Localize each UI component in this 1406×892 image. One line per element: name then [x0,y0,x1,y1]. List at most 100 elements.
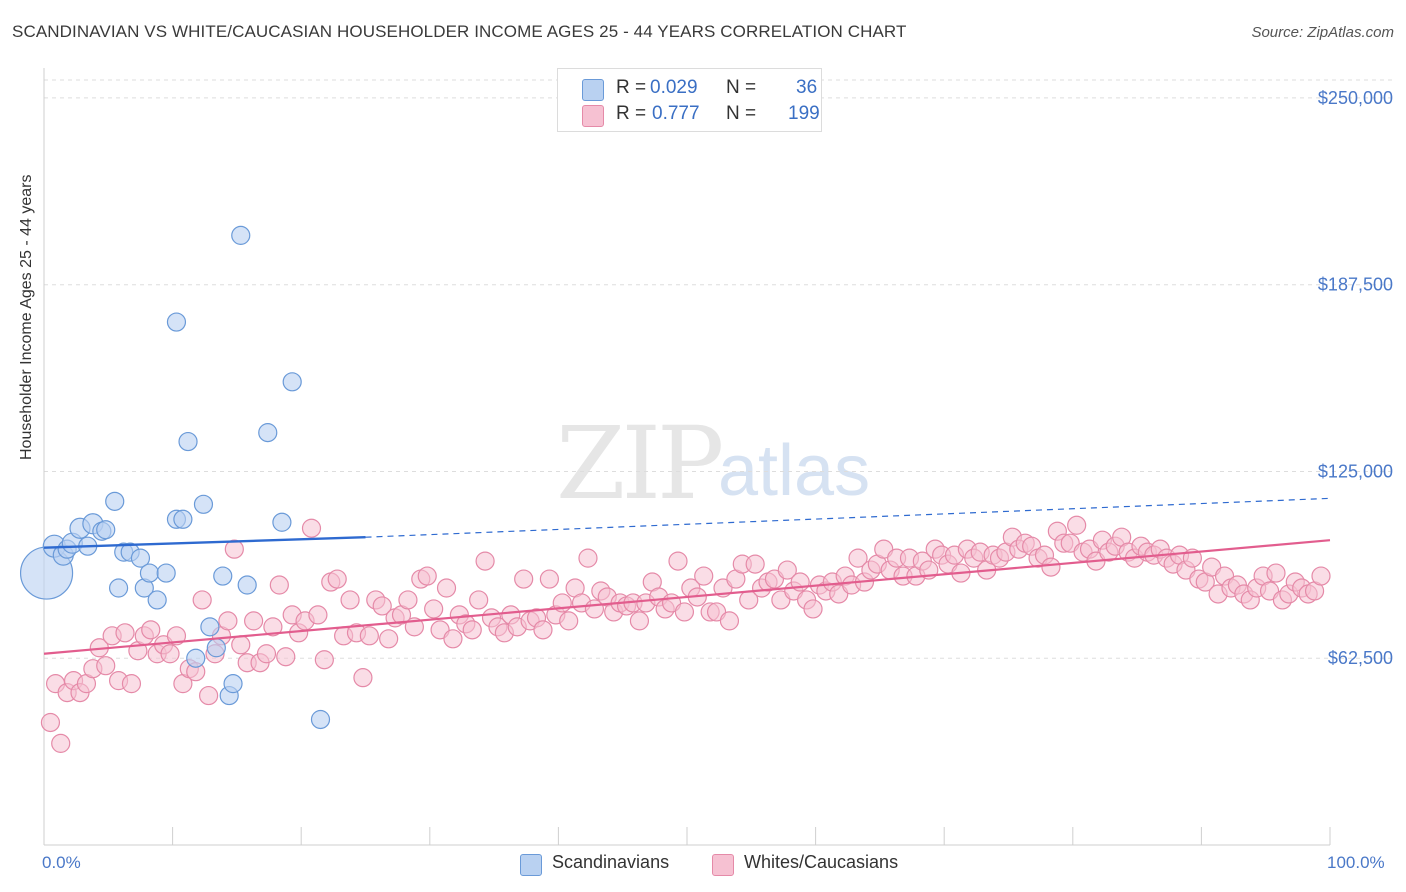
data-point-whites [96,656,116,676]
data-point-whites [694,566,714,586]
data-point-whites [231,635,251,655]
data-point-whites [269,575,289,595]
data-point-whites [308,605,328,625]
data-point-scandinavians [178,431,198,452]
trendline-scandinavians-extension [365,497,1331,538]
n-value: 199 [788,103,820,124]
legend-swatch-blue [582,79,604,101]
data-point-whites [469,590,489,610]
data-point-whites [436,578,457,598]
data-point-whites [340,590,360,610]
r-value: 0.029 [650,77,698,98]
data-point-whites [256,644,277,664]
y-axis-label: Householder Income Ages 25 - 44 years [18,174,35,461]
data-point-whites [218,611,238,631]
legend-swatch-pink [712,854,734,876]
r-value: 0.777 [652,103,700,124]
legend-label: Scandinavians [552,852,670,872]
n-label: N = [726,103,757,124]
data-point-whites [192,590,212,610]
data-point-scandinavians [193,494,214,514]
data-point-whites [417,566,437,586]
y-tick-label: $62,500 [1328,648,1393,668]
data-point-whites [115,623,135,643]
data-point-whites [1266,563,1286,583]
n-value: 36 [796,77,818,98]
watermark-zip: ZIP [556,405,724,522]
y-tick-label: $250,000 [1318,88,1393,108]
data-point-whites [668,551,688,571]
data-point-whites [40,712,61,733]
data-point-whites [1311,566,1331,586]
y-tick-label: $125,000 [1318,461,1393,481]
data-point-whites [719,611,740,631]
legend-swatch-blue [520,854,542,876]
x-tick-min: 0.0% [42,853,81,872]
data-point-whites [359,626,379,646]
legend-label: Whites/Caucasians [744,852,899,872]
data-point-whites [674,602,695,622]
data-point-whites [141,620,161,640]
data-point-whites [121,674,142,694]
data-point-whites [372,596,392,616]
data-point-whites [224,539,244,559]
data-point-scandinavians [108,578,129,598]
data-point-whites [51,733,71,753]
r-label: R = [616,77,647,98]
data-point-scandinavians [213,566,233,586]
data-point-whites [166,626,187,646]
data-point-whites [379,629,399,649]
data-point-scandinavians [258,423,278,443]
data-point-whites [263,617,283,637]
data-point-whites [160,644,180,664]
data-point-whites [514,569,534,589]
data-point-scandinavians [231,225,251,245]
data-point-whites [803,599,823,619]
data-point-scandinavians [147,590,167,610]
data-point-scandinavians [130,548,151,568]
data-point-whites [424,599,444,619]
data-point-whites [1041,557,1061,577]
r-label: R = [616,103,647,124]
data-point-scandinavians [272,512,292,532]
data-point-whites [314,650,334,670]
data-point-whites [353,668,373,688]
data-point-whites [777,560,797,580]
data-point-scandinavians [166,312,187,332]
data-point-whites [559,611,579,631]
legend-swatch-pink [582,105,604,127]
data-point-scandinavians [173,509,193,529]
chart-title: SCANDINAVIAN VS WHITE/CAUCASIAN HOUSEHOL… [12,22,907,41]
data-point-whites [539,569,559,589]
x-tick-max: 100.0% [1327,853,1385,872]
data-point-whites [327,569,347,589]
data-point-whites [533,620,553,640]
data-point-scandinavians [139,563,160,583]
data-point-scandinavians [223,674,243,694]
data-point-whites [629,611,650,631]
data-point-whites [301,518,322,538]
trendline-whites [43,539,1331,655]
trendline-scandinavians [43,536,366,549]
data-point-scandinavians [200,617,220,637]
y-tick-label: $187,500 [1318,275,1393,295]
data-point-whites [398,590,418,610]
data-point-scandinavians [237,575,257,595]
data-point-whites [244,611,264,631]
data-point-scandinavians [206,638,226,658]
data-point-scandinavians [282,372,302,392]
n-label: N = [726,77,757,98]
data-point-scandinavians [96,520,116,540]
data-point-whites [1067,515,1087,535]
data-point-whites [745,554,765,574]
data-point-whites [199,685,219,706]
correlation-legend: R = 0.029 N = 36 R = 0.777 N = 199 [557,68,822,132]
data-point-scandinavians [105,491,125,511]
data-point-whites [475,551,495,571]
source-label: Source: ZipAtlas.com [1251,24,1394,41]
data-point-whites [578,548,598,568]
data-point-whites [443,629,463,649]
data-point-scandinavians [156,563,176,583]
data-point-scandinavians [186,648,206,668]
